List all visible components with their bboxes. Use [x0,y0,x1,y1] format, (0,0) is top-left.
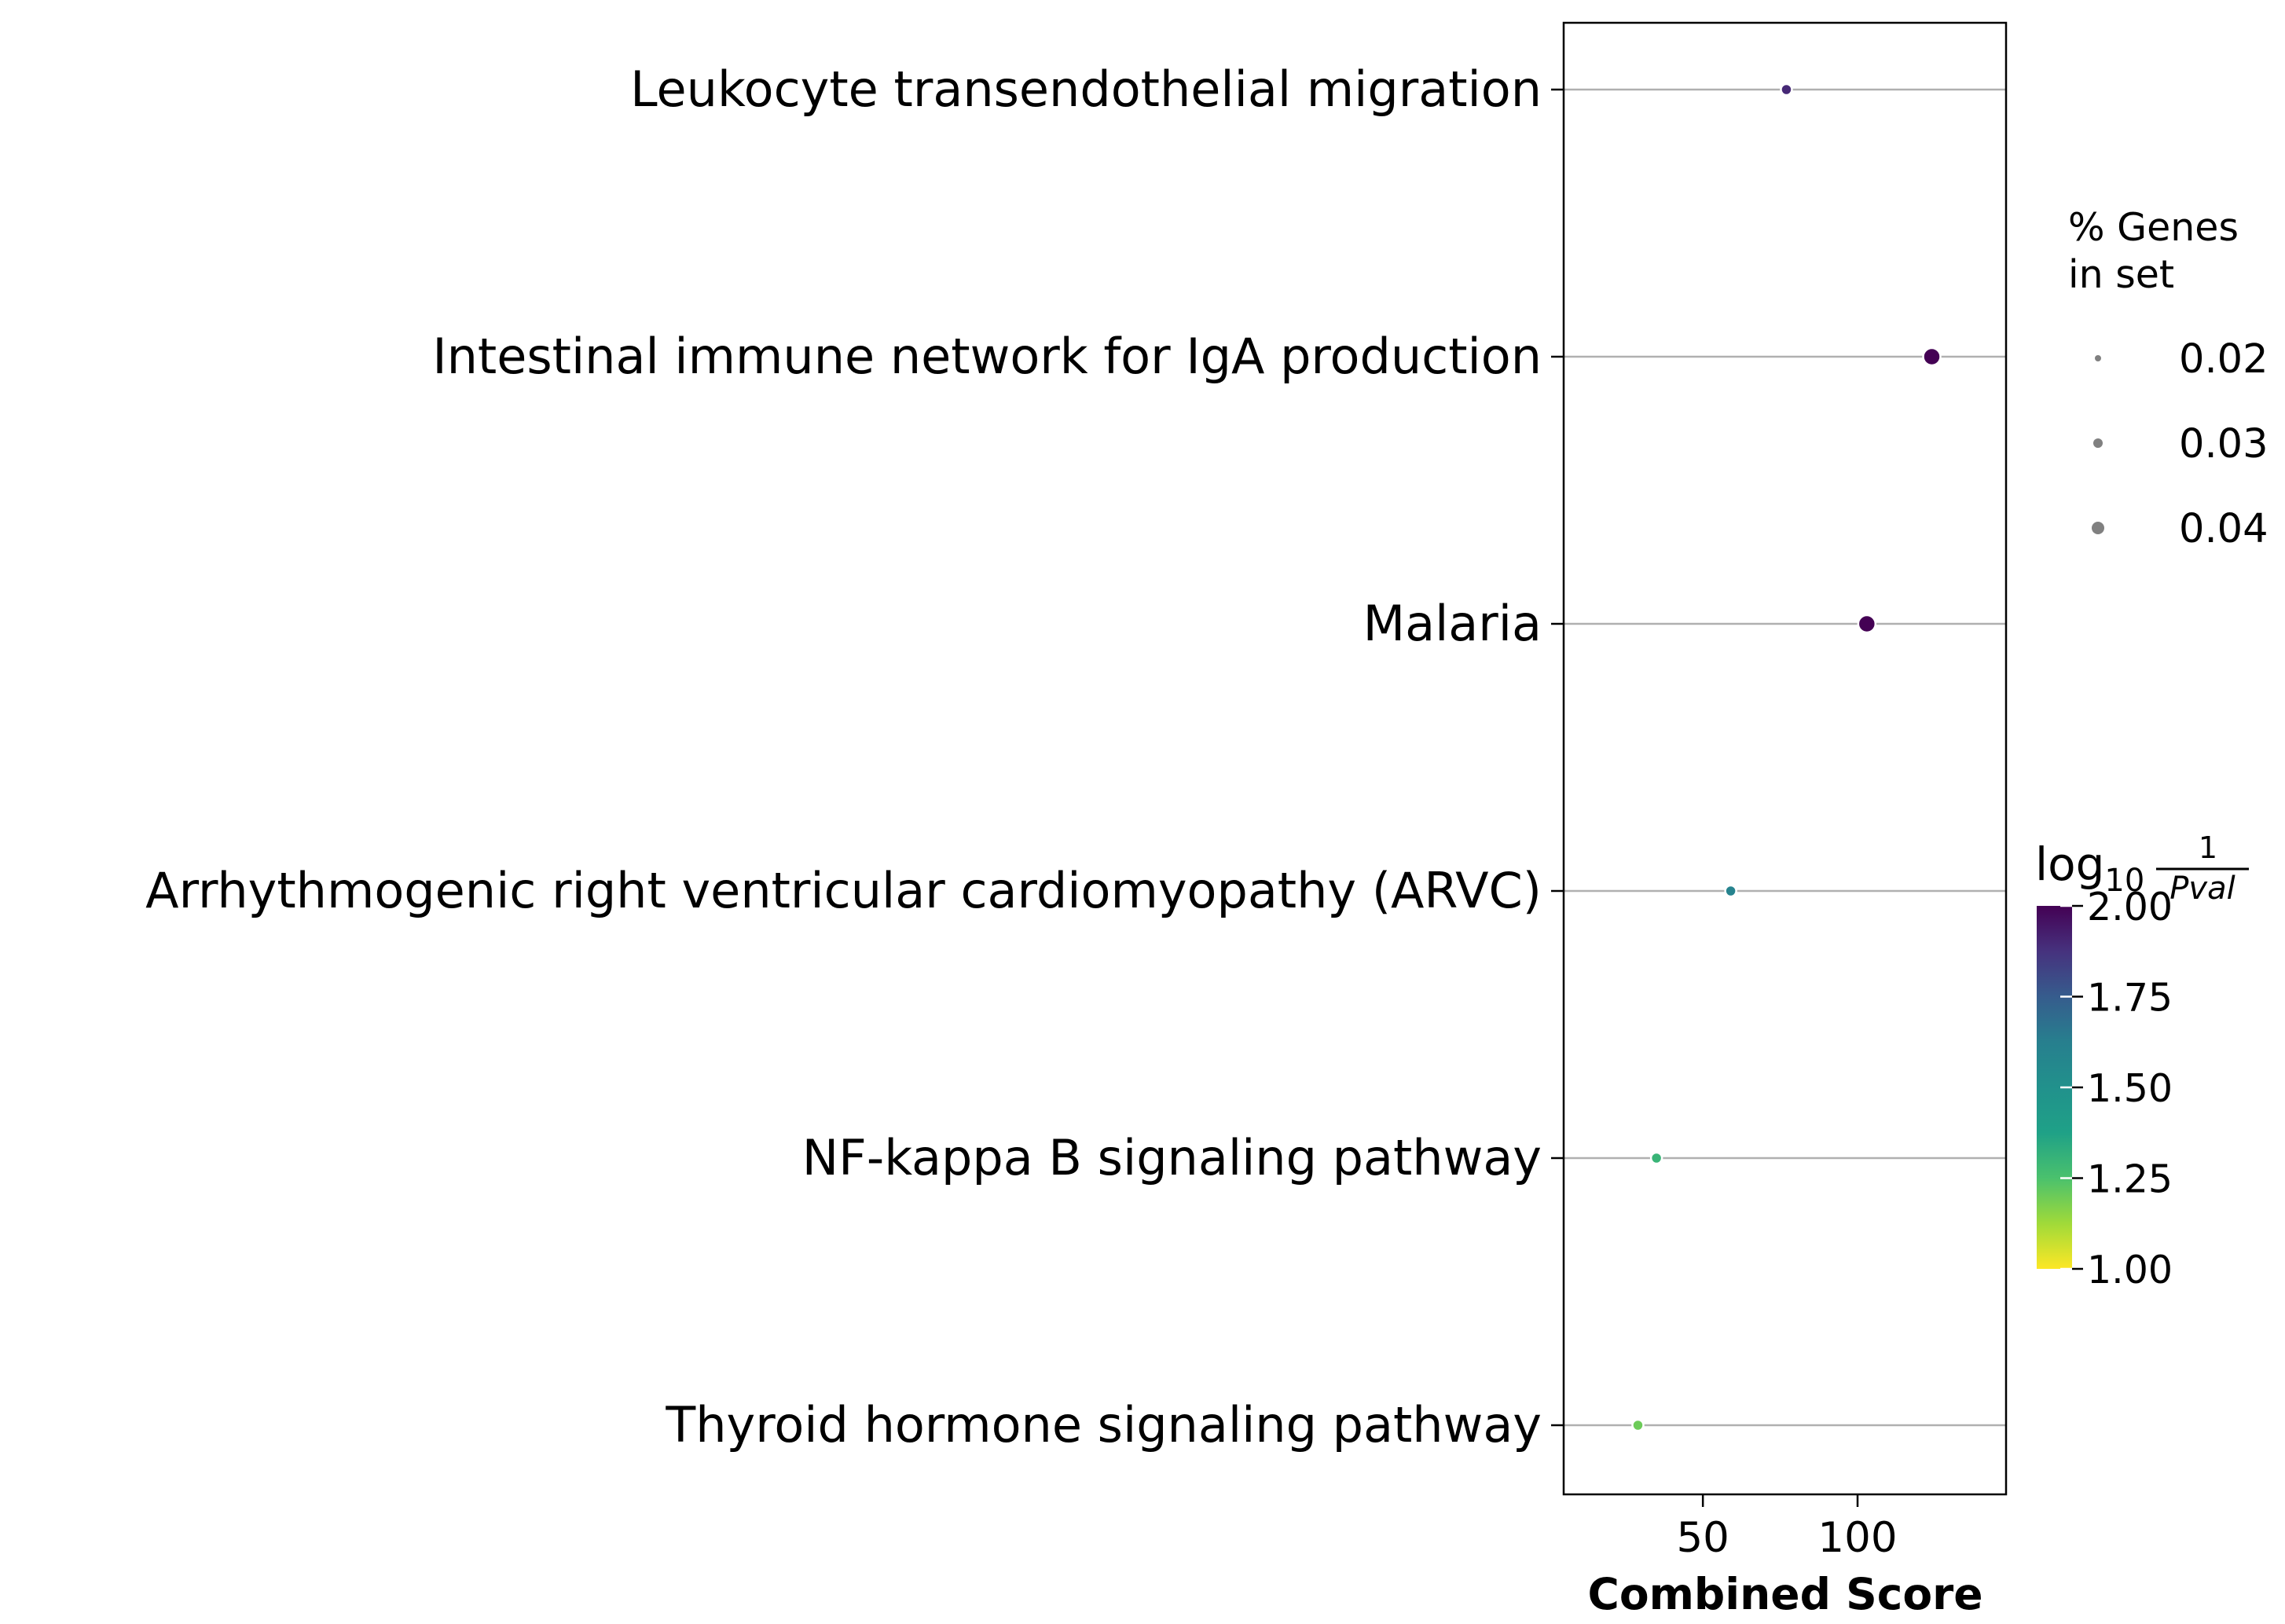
x-tick-label: 100 [1817,1514,1897,1562]
gridlines [1564,88,2006,1427]
colorbar-tick-label: 1.50 [2087,1066,2173,1111]
size-legend-title-line-2: in set [2068,252,2174,297]
colorbar-tick-label: 1.25 [2087,1157,2173,1202]
data-point [1724,884,1737,898]
y-tick-label: Malaria [1363,595,1542,652]
colorbar-tick-label: 2.00 [2087,885,2173,929]
colorbar-title-log: log [2035,838,2104,891]
data-point [1649,1151,1663,1165]
colorbar: log10 1 Pval 2.00 1.75 1.50 1.25 1.00 [2035,830,2249,1292]
y-axis: Leukocyte transendothelial migration Inte… [145,60,1564,1454]
x-axis: 50 100 [1676,1494,1898,1562]
colorbar-title-numerator: 1 [2199,830,2217,865]
data-point [1922,346,1942,367]
size-legend-marker [2092,522,2104,534]
x-tick-label: 50 [1676,1514,1729,1562]
colorbar-title-subscript: 10 [2104,863,2144,899]
y-tick-label: Thyroid hormone signaling pathway [665,1396,1542,1454]
y-tick-label: NF-kappa B signaling pathway [802,1129,1542,1186]
data-points [1631,82,1942,1432]
size-legend-label: 0.04 [2179,506,2268,552]
size-legend-marker [2093,438,2103,448]
y-tick-label: Arrhythmogenic right ventricular cardiom… [145,862,1542,919]
size-legend-marker [2095,355,2101,361]
y-tick-label: Leukocyte transendothelial migration [630,60,1542,118]
size-legend-title-line-1: % Genes [2068,205,2239,250]
colorbar-tick-label: 1.00 [2087,1248,2173,1292]
data-point [1857,614,1877,634]
data-point [1631,1418,1645,1432]
colorbar-title: log10 [2035,838,2144,899]
x-axis-title: Combined Score [1587,1569,1982,1619]
colorbar-ticks: 2.00 1.75 1.50 1.25 1.00 [2060,885,2173,1292]
size-legend-label: 0.02 [2179,336,2268,383]
colorbar-title-denominator: Pval [2169,871,2235,907]
y-tick-label: Intestinal immune network for IgA produc… [432,328,1542,385]
plot-area-frame [1562,21,2008,1496]
data-point [1780,82,1793,97]
size-legend: % Genes in set 0.02 0.03 0.04 [2068,205,2268,552]
size-legend-label: 0.03 [2179,421,2268,467]
colorbar-tick-label: 1.75 [2087,976,2173,1021]
